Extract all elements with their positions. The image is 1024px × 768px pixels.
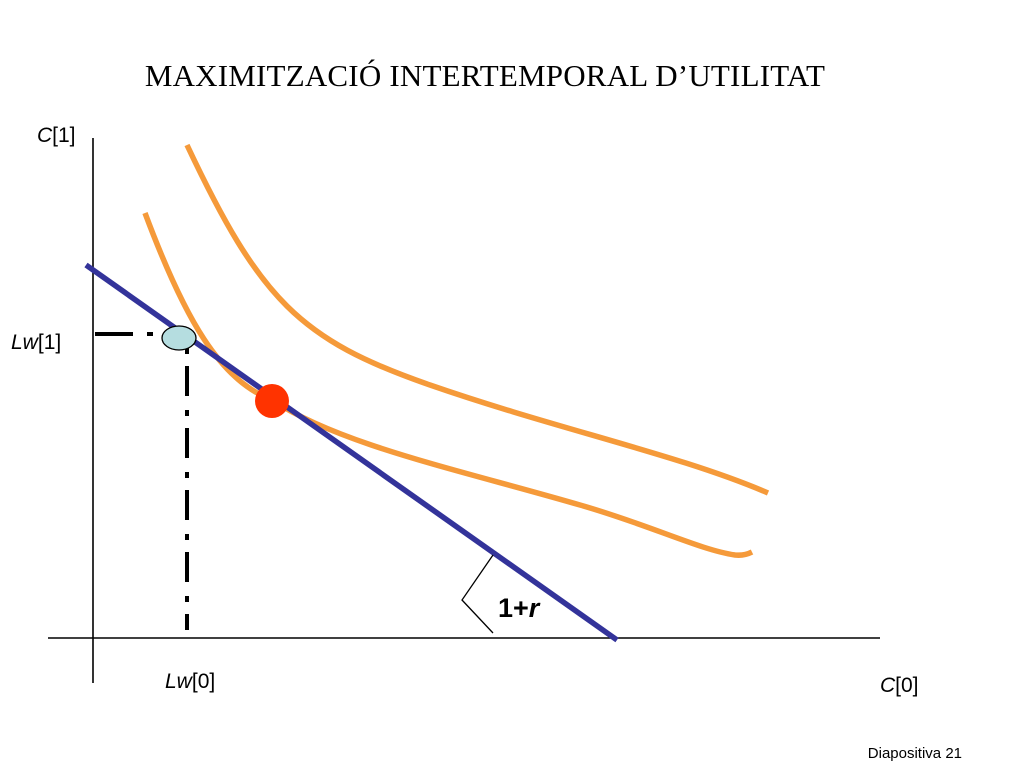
optimum-point — [255, 384, 289, 418]
slide-number: Diapositiva 21 — [867, 745, 962, 762]
y-axis-label: C[1] — [37, 124, 76, 147]
endowment-y-label: Lw[1] — [11, 331, 61, 354]
slope-marker — [461, 554, 494, 634]
slope-label: 1+r — [498, 593, 541, 623]
endowment-x-label: Lw[0] — [165, 670, 215, 693]
slide-title: MAXIMITZACIÓ INTERTEMPORAL D’UTILITAT — [144, 58, 826, 93]
x-axis-label: C[0] — [880, 674, 919, 697]
indifference-curve-low — [142, 212, 754, 558]
indifference-curve-high — [184, 143, 770, 496]
budget-line — [84, 262, 619, 643]
endowment-point — [161, 325, 197, 351]
